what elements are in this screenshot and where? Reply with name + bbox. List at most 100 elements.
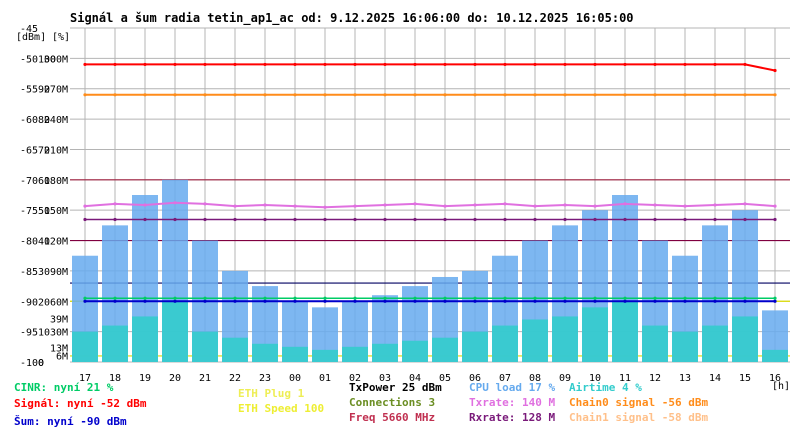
legend-eth-plug: ETH Plug 1 [238,387,305,400]
point-chain0-signal [563,93,567,97]
point-cinr [263,296,267,300]
point-txrate [323,205,327,209]
point--um [83,299,87,303]
bar-airtime [312,349,338,362]
y-tick-pct: 0 [38,358,44,369]
point--um [353,299,357,303]
point-txrate [263,203,267,207]
point-sign-l [533,62,537,67]
point--um [293,299,297,303]
bar-airtime [762,349,788,362]
bar-airtime [162,301,188,362]
point-chain0-signal [743,93,747,97]
point--um [653,299,657,303]
point-sign-l [203,62,207,67]
chart-title: Signál a šum radia tetin_ap1_ac od: 9.12… [70,11,634,25]
point-txrate [593,204,597,208]
point-chain0-signal [323,93,327,97]
point-rxrate [413,217,417,222]
legend-txrate: Txrate: 140 M [469,396,556,409]
point-rxrate [293,217,297,222]
point-chain0-signal [113,93,117,97]
point-txrate [353,204,357,208]
point-chain0-signal [623,93,627,97]
x-tick-label: 23 [259,373,271,384]
point-chain0-signal [143,93,147,97]
point-rxrate [473,217,477,222]
point-chain0-signal [473,93,477,97]
point-chain0-signal [293,93,297,97]
point-sign-l [653,62,657,67]
x-tick-label: 21 [199,373,211,384]
point-rxrate [683,217,687,222]
point--um [383,299,387,303]
point-chain0-signal [383,93,387,97]
rate-marker-label: 13M [50,344,68,355]
rate-marker-label: 6M [56,351,68,362]
x-tick-label: 06 [469,373,481,384]
x-tick-label: 19 [139,373,151,384]
y-tick-rate: 30M [50,328,68,339]
legend-noise: Šum: nyní -90 dBm [14,415,127,428]
x-tick-label: 01 [319,373,331,384]
x-tick-label: 14 [709,373,721,384]
point-txrate [623,202,627,206]
point-rxrate [383,217,387,222]
bar-airtime [522,319,548,362]
y-tick-pct: 50 [38,206,50,217]
bar-airtime [642,325,668,362]
point--um [503,299,507,303]
point--um [773,299,777,303]
point-sign-l [743,62,747,67]
point-cinr [173,296,177,300]
point-cinr [593,296,597,300]
y-tick-pct: 70 [38,145,50,156]
x-tick-label: 11 [619,373,631,384]
y-tick-rate: 60M [50,297,68,308]
legend-connections: Connections 3 [349,396,436,409]
y-tick-rate: 270M [44,85,68,96]
point-rxrate [563,217,567,222]
y-tick-rate: 120M [44,237,68,248]
point--um [263,299,267,303]
point--um [443,299,447,303]
y-tick-dbm: -45 [20,24,38,35]
point-rxrate [263,217,267,222]
point-rxrate [503,217,507,222]
point-cinr [473,296,477,300]
point-cinr [503,296,507,300]
point-sign-l [563,62,567,67]
y-tick-pct: 80 [38,115,50,126]
point--um [143,299,147,303]
point-txrate [683,204,687,208]
point-sign-l [773,68,777,73]
legend-freq: Freq 5660 MHz [349,411,436,424]
point-sign-l [293,62,297,67]
bar-airtime [132,316,158,362]
point-sign-l [443,62,447,67]
point--um [563,299,567,303]
y-tick-dbm: -70 [20,176,38,187]
point-txrate [503,202,507,206]
y-tick-pct: 40 [38,237,50,248]
point-cinr [563,296,567,300]
x-tick-label: 04 [409,373,421,384]
x-tick-label: 20 [169,373,181,384]
point-chain0-signal [173,93,177,97]
point-txrate [533,204,537,208]
legend-chain1: Chain1 signal -58 dBm [569,411,709,424]
x-tick-label: 13 [679,373,691,384]
x-unit: [h] [772,381,790,392]
point--um [203,299,207,303]
point-cinr [353,296,357,300]
point-rxrate [653,217,657,222]
y-tick-dbm: -75 [20,206,38,217]
point-txrate [473,203,477,207]
y-tick-dbm: -80 [20,237,38,248]
y-tick-dbm: -90 [20,297,38,308]
point--um [413,299,417,303]
y-tick-dbm: -65 [20,145,38,156]
y-tick-dbm: -60 [20,115,38,126]
